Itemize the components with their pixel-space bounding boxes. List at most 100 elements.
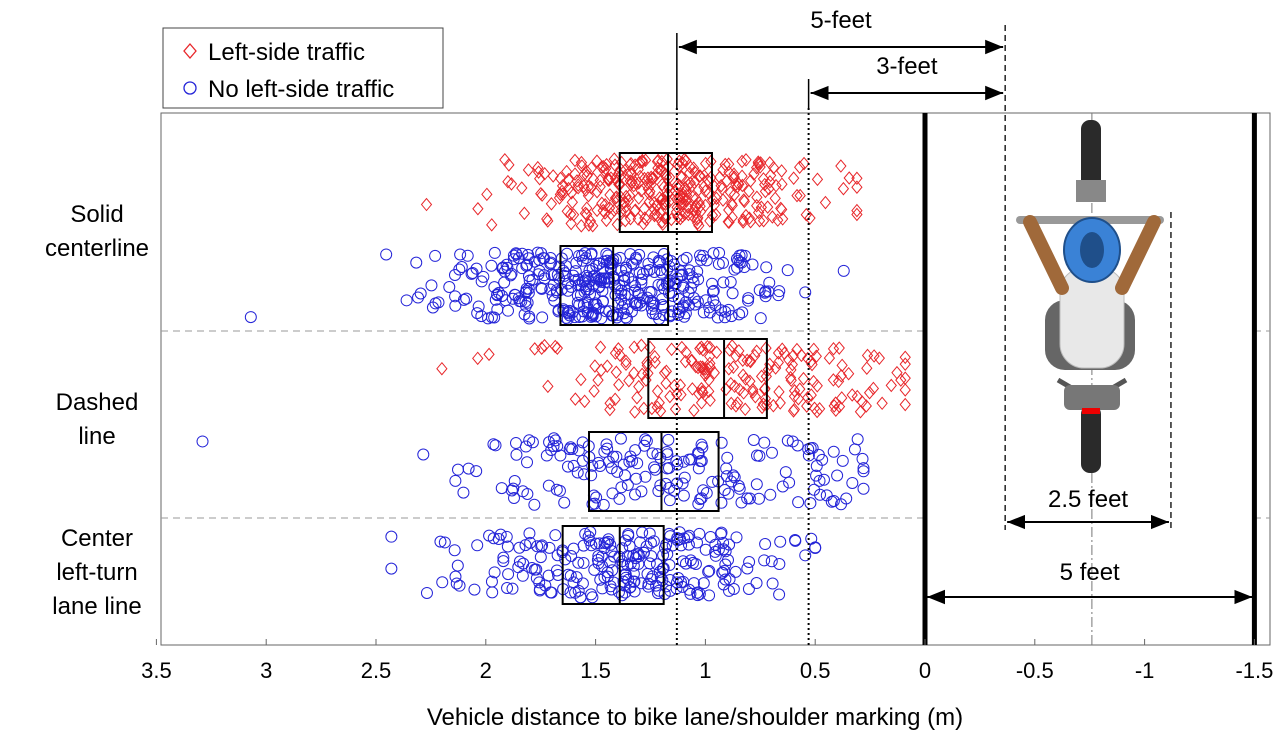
data-point-circle [508,475,521,488]
data-point-diamond [726,339,738,353]
data-point-circle [531,540,544,553]
data-point-circle [643,557,656,570]
data-point-diamond [679,180,691,195]
data-point-circle [699,294,712,307]
data-point-diamond [800,207,812,222]
data-point-diamond [772,213,784,227]
data-point-circle [457,293,470,306]
data-point-diamond [751,190,763,205]
x-tick-label: -1.5 [1235,658,1273,683]
data-point-diamond [861,361,873,375]
data-point-diamond [663,170,676,185]
data-point-circle [646,307,659,320]
data-point-circle [692,462,705,475]
data-point-circle [799,286,812,299]
data-point-diamond [642,176,654,191]
data-point-circle [471,539,484,552]
data-point-diamond [656,154,668,169]
data-point-diamond [811,379,823,393]
data-point-diamond [788,402,801,417]
data-point-circle [535,282,548,295]
data-point-diamond [569,167,581,181]
data-point-circle [750,478,763,491]
data-point-diamond [634,169,646,184]
data-point-diamond [736,154,748,169]
data-point-diamond [629,405,641,419]
data-point-diamond [576,159,588,173]
data-point-circle [489,439,502,452]
data-point-circle [616,589,629,602]
data-point-diamond [545,197,558,211]
data-point-circle [564,441,577,454]
data-point-diamond [743,184,755,198]
data-point-circle [623,539,636,552]
data-point-circle [572,444,585,457]
data-point-circle [485,259,498,272]
data-point-circle [536,539,549,552]
data-point-circle [752,492,765,505]
data-point-circle [519,539,532,552]
data-point-diamond [714,170,726,185]
data-point-diamond [670,205,683,219]
data-point-diamond [587,218,599,233]
data-point-diamond [547,169,559,183]
data-point-circle [549,529,562,542]
data-point-diamond [763,181,775,196]
data-point-diamond [660,376,672,391]
data-point-circle [664,274,677,287]
data-point-diamond [633,191,645,205]
data-point-circle [594,573,607,586]
data-point-circle [534,551,547,564]
data-point-diamond [851,171,863,186]
data-point-circle [507,253,520,266]
data-point-circle [856,452,869,465]
plot-frame [160,112,1271,646]
data-point-circle [717,578,730,591]
data-point-circle [857,482,870,495]
data-point-diamond [769,191,781,206]
data-point-diamond [688,175,700,190]
data-point-diamond [693,386,705,401]
data-point-circle [699,543,712,556]
data-point-circle [682,286,695,299]
data-point-diamond [634,155,646,170]
data-point-circle [725,475,738,488]
data-point-circle [714,304,727,317]
data-point-circle [573,249,586,262]
data-point-diamond [636,153,648,168]
data-point-circle [721,451,734,464]
data-point-circle [837,264,850,277]
data-point-circle [454,248,467,261]
data-point-diamond [536,341,548,355]
data-point-circle [656,574,669,587]
data-point-diamond [503,158,515,172]
data-point-diamond [757,213,770,228]
data-point-circle [453,263,466,276]
data-point-circle [683,268,696,281]
data-point-diamond [689,165,701,179]
data-point-circle [611,465,624,478]
data-point-diamond [733,344,745,358]
data-point-diamond [569,153,581,168]
data-point-circle [630,296,643,309]
data-point-circle [462,462,475,475]
data-point-circle [547,432,560,445]
data-point-circle [385,530,398,543]
data-point-diamond [752,156,765,171]
data-point-circle [420,586,433,599]
data-point-circle [690,536,703,549]
data-point-diamond [854,404,867,419]
data-point-diamond [830,403,842,418]
data-point-diamond [636,155,649,169]
data-point-diamond [856,395,868,409]
data-point-circle [774,535,787,548]
data-point-diamond [642,171,654,185]
data-point-diamond [736,178,749,193]
data-point-circle [718,564,731,577]
data-point-circle [662,433,675,446]
data-point-diamond [581,201,593,216]
data-point-circle [613,492,626,505]
legend-entry-no-left-side: No left-side traffic [208,76,394,103]
data-point-diamond [671,387,683,401]
data-point-diamond [786,357,798,372]
